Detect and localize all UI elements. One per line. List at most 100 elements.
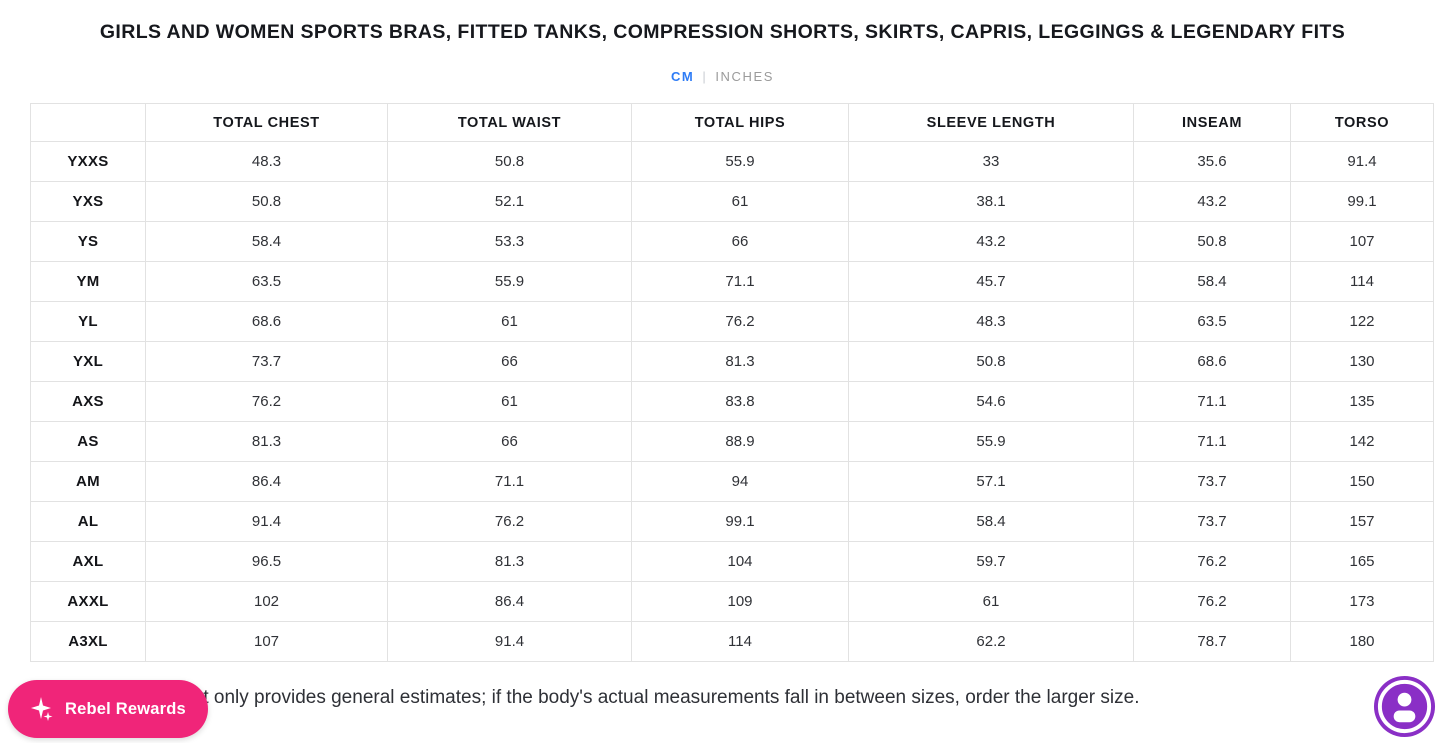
inseam-cell: 35.6 [1133,141,1291,182]
unit-toggle-separator: | [702,69,708,84]
column-header-total-chest: TOTAL CHEST [145,103,388,142]
total-hips-cell: 71.1 [631,261,849,302]
table-row: YL 68.6 61 76.2 48.3 63.5 122 [30,301,1434,342]
table-row: AM 86.4 71.1 94 57.1 73.7 150 [30,461,1434,502]
total-waist-cell: 50.8 [387,141,632,182]
torso-cell: 91.4 [1290,141,1434,182]
table-row: AXL 96.5 81.3 104 59.7 76.2 165 [30,541,1434,582]
unit-toggle: CM | INCHES [0,69,1445,84]
torso-cell: 99.1 [1290,181,1434,222]
sleeve-length-cell: 48.3 [848,301,1134,342]
table-row: AL 91.4 76.2 99.1 58.4 73.7 157 [30,501,1434,542]
total-chest-cell: 76.2 [145,381,388,422]
total-chest-cell: 91.4 [145,501,388,542]
torso-cell: 157 [1290,501,1434,542]
total-chest-cell: 102 [145,581,388,622]
size-cell: A3XL [30,621,146,662]
torso-cell: 135 [1290,381,1434,422]
total-hips-cell: 83.8 [631,381,849,422]
table-header-row: TOTAL CHEST TOTAL WAIST TOTAL HIPS SLEEV… [30,103,1434,142]
column-header-sleeve-length: SLEEVE LENGTH [848,103,1134,142]
size-cell: AXXL [30,581,146,622]
column-header-size [30,103,146,142]
inseam-cell: 76.2 [1133,541,1291,582]
torso-cell: 180 [1290,621,1434,662]
total-hips-cell: 55.9 [631,141,849,182]
inseam-cell: 76.2 [1133,581,1291,622]
total-hips-cell: 81.3 [631,341,849,382]
size-cell: AM [30,461,146,502]
total-waist-cell: 71.1 [387,461,632,502]
size-cell: AL [30,501,146,542]
inseam-cell: 71.1 [1133,421,1291,462]
total-waist-cell: 55.9 [387,261,632,302]
page-title: GIRLS AND WOMEN SPORTS BRAS, FITTED TANK… [99,21,1346,43]
total-waist-cell: 52.1 [387,181,632,222]
size-cell: YS [30,221,146,262]
total-waist-cell: 76.2 [387,501,632,542]
table-row: YXS 50.8 52.1 61 38.1 43.2 99.1 [30,181,1434,222]
total-waist-cell: 66 [387,421,632,462]
sparkle-star-icon [28,696,55,723]
inseam-cell: 71.1 [1133,381,1291,422]
column-header-inseam: INSEAM [1133,103,1291,142]
total-hips-cell: 99.1 [631,501,849,542]
inseam-cell: 58.4 [1133,261,1291,302]
sleeve-length-cell: 58.4 [848,501,1134,542]
sleeve-length-cell: 43.2 [848,221,1134,262]
inseam-cell: 73.7 [1133,501,1291,542]
inseam-cell: 43.2 [1133,181,1291,222]
column-header-torso: TORSO [1290,103,1434,142]
torso-cell: 173 [1290,581,1434,622]
total-hips-cell: 66 [631,221,849,262]
column-header-total-hips: TOTAL HIPS [631,103,849,142]
size-cell: YM [30,261,146,302]
inseam-cell: 73.7 [1133,461,1291,502]
table-row: YM 63.5 55.9 71.1 45.7 58.4 114 [30,261,1434,302]
total-chest-cell: 107 [145,621,388,662]
sleeve-length-cell: 45.7 [848,261,1134,302]
total-chest-cell: 68.6 [145,301,388,342]
total-hips-cell: 109 [631,581,849,622]
total-chest-cell: 96.5 [145,541,388,582]
size-chart-table: TOTAL CHEST TOTAL WAIST TOTAL HIPS SLEEV… [30,103,1434,662]
sleeve-length-cell: 62.2 [848,621,1134,662]
total-chest-cell: 73.7 [145,341,388,382]
total-waist-cell: 61 [387,381,632,422]
inseam-cell: 50.8 [1133,221,1291,262]
total-chest-cell: 63.5 [145,261,388,302]
sleeve-length-cell: 33 [848,141,1134,182]
total-chest-cell: 48.3 [145,141,388,182]
inseam-cell: 63.5 [1133,301,1291,342]
unit-inches-option[interactable]: INCHES [715,69,775,84]
table-row: AS 81.3 66 88.9 55.9 71.1 142 [30,421,1434,462]
sleeve-length-cell: 61 [848,581,1134,622]
torso-cell: 165 [1290,541,1434,582]
unit-cm-option[interactable]: CM [670,69,695,84]
accessibility-person-icon [1373,675,1436,742]
table-row: YS 58.4 53.3 66 43.2 50.8 107 [30,221,1434,262]
table-row: AXS 76.2 61 83.8 54.6 71.1 135 [30,381,1434,422]
torso-cell: 150 [1290,461,1434,502]
size-cell: AXL [30,541,146,582]
table-row: A3XL 107 91.4 114 62.2 78.7 180 [30,621,1434,662]
table-row: AXXL 102 86.4 109 61 76.2 173 [30,581,1434,622]
accessibility-widget-button[interactable] [1373,675,1436,738]
total-hips-cell: 104 [631,541,849,582]
size-cell: YXXS [30,141,146,182]
inseam-cell: 68.6 [1133,341,1291,382]
total-hips-cell: 114 [631,621,849,662]
total-hips-cell: 61 [631,181,849,222]
table-row: YXL 73.7 66 81.3 50.8 68.6 130 [30,341,1434,382]
size-cell: AXS [30,381,146,422]
table-row: YXXS 48.3 50.8 55.9 33 35.6 91.4 [30,141,1434,182]
torso-cell: 122 [1290,301,1434,342]
rebel-rewards-button[interactable]: Rebel Rewards [8,680,208,738]
total-chest-cell: 58.4 [145,221,388,262]
total-waist-cell: 66 [387,341,632,382]
sleeve-length-cell: 59.7 [848,541,1134,582]
total-waist-cell: 53.3 [387,221,632,262]
column-header-total-waist: TOTAL WAIST [387,103,632,142]
size-cell: YL [30,301,146,342]
total-waist-cell: 81.3 [387,541,632,582]
